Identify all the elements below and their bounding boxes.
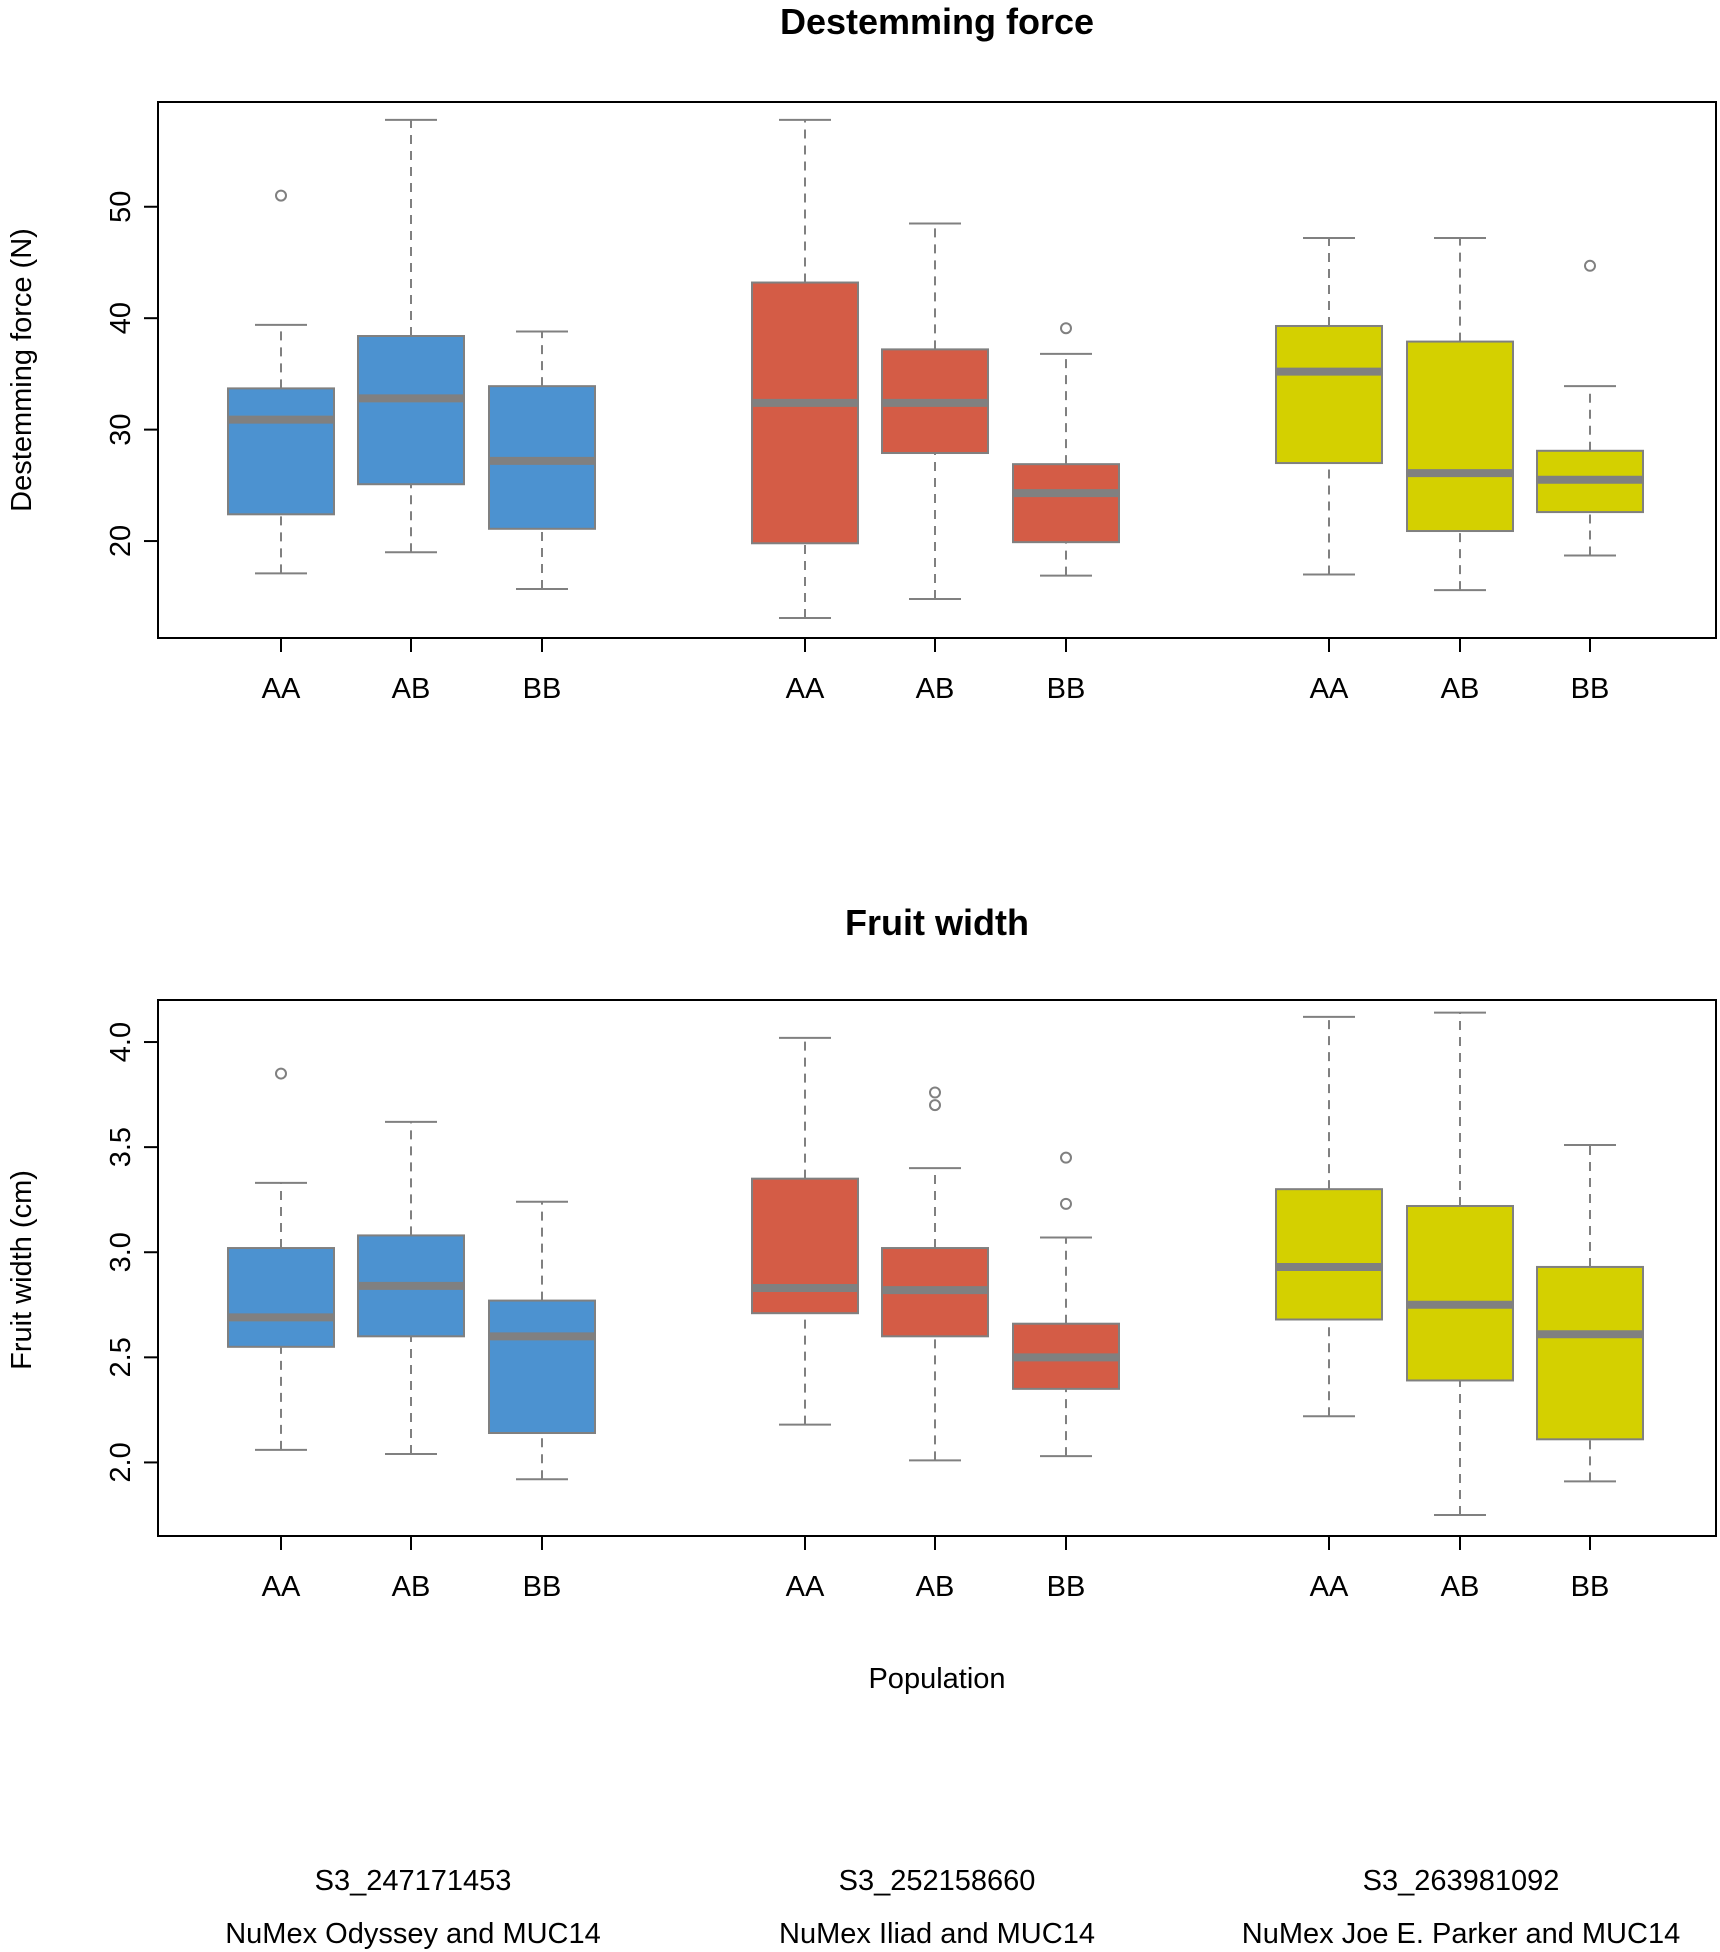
x-tick-label-ab: AB <box>392 1571 431 1603</box>
box-joe-aa <box>1275 236 1383 576</box>
x-tick-label-bb: BB <box>523 1571 562 1603</box>
plot-panel-destemming: 20 30 40 50 AA AB BB AA AB BB AA AB BB <box>105 101 1717 705</box>
y-tick-label: 2.5 <box>105 1337 137 1377</box>
box-odyssey-aa <box>227 189 335 575</box>
box-iqr <box>1406 340 1514 533</box>
y-tick-label: 40 <box>105 302 137 334</box>
x-tick-label-bb: BB <box>1571 673 1610 705</box>
x-tick-label-ab: AB <box>1441 1571 1480 1603</box>
outlier-point <box>275 1067 287 1080</box>
box-odyssey-ab <box>357 1120 465 1456</box>
x-tick-label-ab: AB <box>916 673 955 705</box>
population-cross-1: NuMex Odyssey and MUC14 <box>225 1918 601 1950</box>
x-tick-label-aa: AA <box>1310 673 1349 705</box>
population-cross-3: NuMex Joe E. Parker and MUC14 <box>1242 1918 1680 1950</box>
box-iliad-ab <box>881 222 989 600</box>
x-tick-label-aa: AA <box>262 673 301 705</box>
outlier-point <box>1584 259 1596 272</box>
x-tick-label-bb: BB <box>1047 1571 1086 1603</box>
x-tick-label-ab: AB <box>916 1571 955 1603</box>
box-iliad-aa <box>751 118 859 619</box>
y-tick-label: 20 <box>105 525 137 557</box>
x-tick-label-bb: BB <box>523 673 562 705</box>
box-iqr <box>751 1177 859 1315</box>
box-joe-ab <box>1406 1011 1514 1516</box>
box-iqr <box>1536 1265 1644 1441</box>
y-tick-label: 50 <box>105 191 137 223</box>
y-tick-label: 3.5 <box>105 1127 137 1167</box>
box-odyssey-aa <box>227 1067 335 1451</box>
box-iqr <box>227 387 335 516</box>
x-tick-label-ab: AB <box>1441 673 1480 705</box>
box-iliad-aa <box>751 1036 859 1426</box>
box-iqr <box>488 1299 596 1435</box>
box-joe-bb <box>1536 259 1644 557</box>
box-joe-ab <box>1406 236 1514 592</box>
box-iqr <box>1275 1188 1383 1321</box>
y-tick-label: 4.0 <box>105 1022 137 1062</box>
outlier-point <box>1060 1197 1072 1210</box>
chart-title-fruit-width: Fruit width <box>845 902 1029 943</box>
box-odyssey-bb <box>488 1200 596 1481</box>
population-cross-2: NuMex Iliad and MUC14 <box>779 1918 1095 1950</box>
x-tick-label-aa: AA <box>786 673 825 705</box>
outlier-point <box>1060 322 1072 335</box>
outlier-point <box>929 1086 941 1099</box>
x-tick-label-bb: BB <box>1571 1571 1610 1603</box>
box-iliad-bb <box>1012 1151 1120 1458</box>
box-iqr <box>357 335 465 486</box>
x-tick-label-aa: AA <box>1310 1571 1349 1603</box>
box-iqr <box>1275 324 1383 465</box>
box-iqr <box>227 1247 335 1348</box>
y-tick-label: 3.0 <box>105 1232 137 1272</box>
y-axis-label-destemming: Destemming force (N) <box>6 228 38 512</box>
outlier-point <box>1060 1151 1072 1164</box>
population-marker-1: S3_247171453 <box>315 1865 512 1897</box>
population-marker-3: S3_263981092 <box>1363 1865 1560 1897</box>
x-tick-label-aa: AA <box>262 1571 301 1603</box>
x-tick-label-aa: AA <box>786 1571 825 1603</box>
y-tick-label: 30 <box>105 413 137 445</box>
chart-title-destemming: Destemming force <box>780 1 1094 42</box>
x-tick-label-bb: BB <box>1047 673 1086 705</box>
box-joe-aa <box>1275 1015 1383 1418</box>
outlier-point <box>929 1099 941 1112</box>
outlier-point <box>275 189 287 202</box>
plot-frame <box>157 999 1717 1537</box>
y-axis-label-fruit-width: Fruit width (cm) <box>6 1170 38 1370</box>
box-joe-bb <box>1536 1144 1644 1483</box>
box-iqr <box>751 281 859 545</box>
box-odyssey-bb <box>488 330 596 590</box>
plot-frame <box>157 101 1717 639</box>
box-iliad-ab <box>881 1086 989 1462</box>
box-iliad-bb <box>1012 322 1120 577</box>
population-marker-2: S3_252158660 <box>839 1865 1036 1897</box>
x-axis-label: Population <box>868 1663 1005 1695</box>
box-odyssey-ab <box>357 118 465 554</box>
y-tick-label: 2.0 <box>105 1442 137 1482</box>
x-tick-label-ab: AB <box>392 673 431 705</box>
plot-panel-fruit-width: 2.0 2.5 3.0 3.5 4.0 AA AB BB AA AB BB AA AB BB <box>105 999 1717 1603</box>
box-iqr <box>1406 1204 1514 1382</box>
box-iqr <box>1012 463 1120 544</box>
